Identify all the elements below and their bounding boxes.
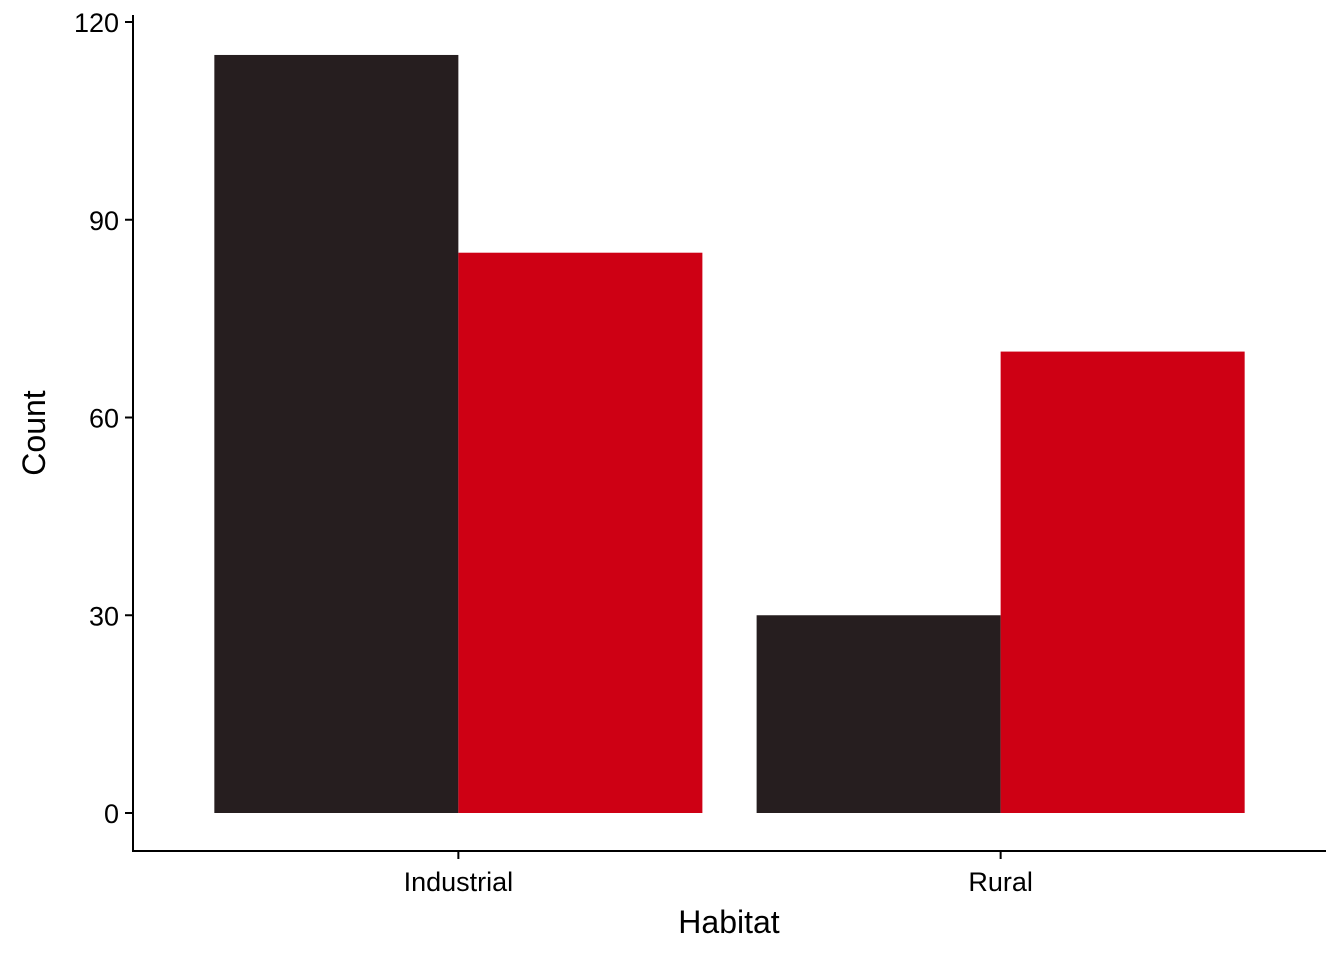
y-tick-label: 60: [89, 404, 119, 434]
y-tick-label: 120: [74, 8, 119, 38]
x-tick-label: Industrial: [404, 867, 514, 897]
bar-rural-0: [756, 615, 1001, 813]
y-tick-label: 90: [89, 206, 119, 236]
x-axis-label: Habitat: [678, 904, 780, 940]
bar-rural-1: [1000, 351, 1245, 813]
y-tick-label: 0: [104, 799, 119, 829]
bar-industrial-0: [214, 54, 459, 814]
y-axis-label: Count: [16, 390, 52, 476]
bar-industrial-1: [458, 252, 703, 814]
axes: Industrial Rural 0 30 60 90 120: [74, 8, 1326, 897]
y-tick-label: 30: [89, 601, 119, 631]
bars: [214, 54, 1245, 814]
x-tick-label: Rural: [968, 867, 1033, 897]
